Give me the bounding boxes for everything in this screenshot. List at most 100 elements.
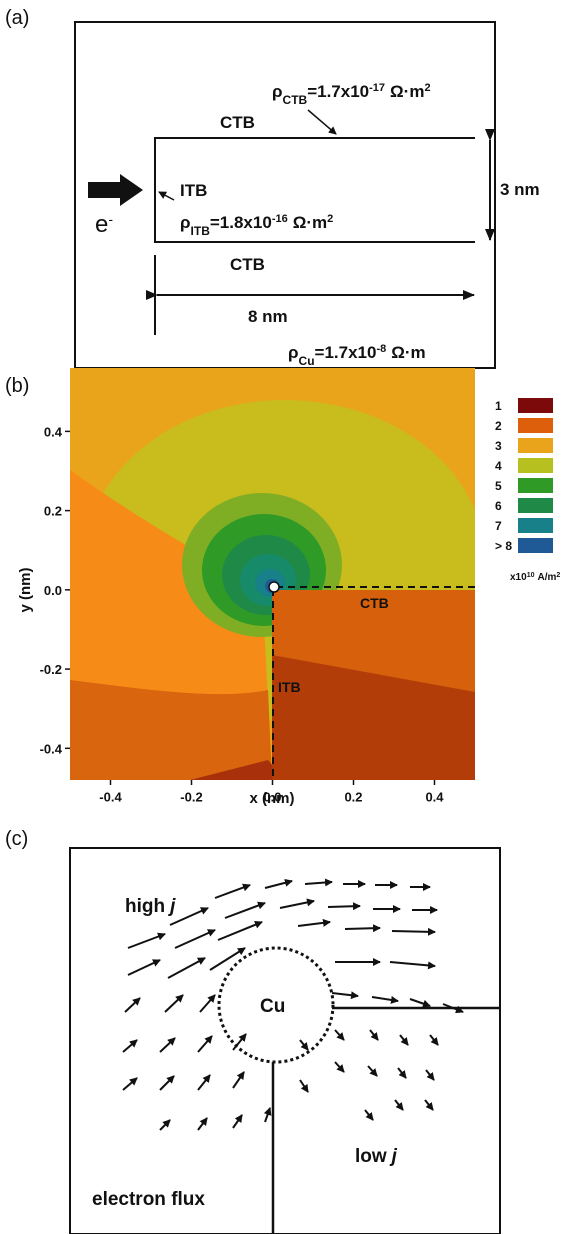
flux-arrow bbox=[159, 1119, 171, 1131]
flux-arrow bbox=[122, 1039, 138, 1053]
flux-arrow bbox=[389, 961, 436, 970]
flux-arrow bbox=[327, 902, 361, 911]
flux-arrow bbox=[429, 1034, 439, 1046]
flux-arrow bbox=[297, 918, 331, 927]
flux-arrow bbox=[344, 924, 381, 933]
flux-arrow bbox=[164, 994, 184, 1013]
flow-arrow bbox=[88, 174, 143, 206]
flux-arrow bbox=[264, 878, 293, 889]
flux-arrow bbox=[214, 883, 251, 899]
flux-arrow bbox=[299, 1079, 309, 1093]
legend-label: 3 bbox=[495, 439, 502, 453]
flux-arrow bbox=[209, 947, 246, 971]
flux-arrow bbox=[331, 991, 359, 1000]
rho-itb: ρITB=1.8x10-16 Ω·m2 bbox=[180, 213, 333, 238]
cu-label: Cu bbox=[260, 996, 285, 1017]
legend-swatch bbox=[518, 438, 553, 453]
panel-label: (a) bbox=[5, 7, 29, 29]
flux-arrow bbox=[159, 1075, 175, 1091]
flux-arrow bbox=[167, 957, 206, 979]
legend-label: 1 bbox=[495, 399, 502, 413]
x-tick-label: -0.2 bbox=[180, 790, 202, 805]
high-j: high j bbox=[125, 896, 176, 917]
flux-arrow bbox=[199, 994, 216, 1013]
flux-arrow bbox=[399, 1034, 409, 1046]
pointer bbox=[307, 109, 337, 135]
flux-arrow bbox=[122, 1077, 138, 1091]
flux-arrow bbox=[279, 898, 315, 909]
legend-label: 5 bbox=[495, 479, 502, 493]
flux-arrow bbox=[174, 929, 216, 949]
panel-a: (a) 3 nm CTB CTB ρCTB=1.7x10-17 Ω·m2 e- I… bbox=[5, 7, 540, 369]
legend-swatch bbox=[518, 418, 553, 433]
flux-arrow bbox=[425, 1069, 435, 1081]
y-label: y (nm) bbox=[17, 567, 34, 612]
legend-unit: x1010 A/m2 bbox=[510, 572, 560, 584]
legend-label: > 8 bbox=[495, 539, 512, 553]
legend-swatch bbox=[518, 458, 553, 473]
panel-b: (b) CTB ITB x (nm) y (nm) x1010 A/m2 -0.4… bbox=[5, 368, 560, 807]
flux-arrow bbox=[197, 1117, 208, 1131]
flux-arrow bbox=[127, 932, 166, 949]
legend-label: 7 bbox=[495, 519, 502, 533]
legend-label: 4 bbox=[495, 459, 502, 473]
flux-arrow bbox=[169, 907, 209, 926]
flux-arrow bbox=[159, 1037, 176, 1053]
flux-arrow bbox=[263, 1107, 272, 1123]
rho-ctb: ρCTB=1.7x10-17 Ω·m2 bbox=[272, 82, 431, 107]
panel-c: (c) Cu high j low j electron flux bbox=[5, 828, 501, 1234]
panel-label: (b) bbox=[5, 375, 29, 397]
electron: e- bbox=[95, 211, 113, 238]
low-j: low j bbox=[355, 1146, 398, 1167]
y-tick-label: 0.2 bbox=[44, 504, 62, 519]
flux-arrow bbox=[304, 878, 333, 887]
flux-arrow bbox=[397, 1067, 407, 1079]
legend-swatch bbox=[518, 538, 553, 553]
contour-map bbox=[70, 368, 475, 780]
height-label: 3 nm bbox=[500, 180, 540, 199]
x-label: x (nm) bbox=[250, 790, 295, 807]
flux-arrow bbox=[197, 1074, 211, 1091]
legend-label: 6 bbox=[495, 499, 502, 513]
flux-arrow bbox=[232, 1114, 243, 1129]
flux-arrow bbox=[367, 1065, 378, 1077]
y-tick-label: -0.2 bbox=[40, 662, 62, 677]
flux-arrow bbox=[334, 1029, 345, 1041]
x-tick-label: 0.2 bbox=[344, 790, 362, 805]
flux-arrow bbox=[442, 1003, 464, 1014]
flux-label: electron flux bbox=[92, 1189, 205, 1210]
flux-arrow bbox=[217, 920, 263, 941]
legend-label: 2 bbox=[495, 419, 502, 433]
legend-swatch bbox=[518, 398, 553, 413]
ctb-label: CTB bbox=[230, 255, 265, 274]
rho-cu: ρCu=1.7x10-8 Ω·m bbox=[288, 343, 426, 368]
legend-swatch bbox=[518, 478, 553, 493]
itb-label: ITB bbox=[180, 181, 207, 200]
flux-arrow bbox=[232, 1071, 245, 1089]
y-tick-label: -0.4 bbox=[40, 741, 63, 756]
flux-arrow bbox=[224, 901, 266, 919]
flux-arrow bbox=[197, 1035, 213, 1053]
flux-arrow bbox=[364, 1109, 374, 1121]
flux-arrow bbox=[424, 1099, 434, 1111]
legend-swatch bbox=[518, 498, 553, 513]
x-tick-label: -0.4 bbox=[99, 790, 122, 805]
x-tick-label: 0.4 bbox=[425, 790, 444, 805]
flux-arrow bbox=[124, 997, 141, 1013]
ctb-label: CTB bbox=[220, 113, 255, 132]
flux-arrow bbox=[391, 927, 436, 936]
pointer bbox=[158, 191, 175, 201]
grain bbox=[154, 137, 475, 243]
cu-atom bbox=[217, 946, 335, 1064]
width-label: 8 nm bbox=[248, 307, 288, 326]
box bbox=[69, 847, 501, 1234]
flux-arrow bbox=[232, 1033, 247, 1051]
y-tick-label: 0.4 bbox=[44, 424, 63, 439]
flux-arrow bbox=[394, 1099, 404, 1111]
flux-arrow bbox=[371, 995, 399, 1004]
flux-arrow bbox=[127, 959, 161, 976]
flux-arrow bbox=[409, 998, 431, 1008]
y-tick-label: 0.0 bbox=[44, 583, 62, 598]
junction bbox=[268, 581, 280, 593]
